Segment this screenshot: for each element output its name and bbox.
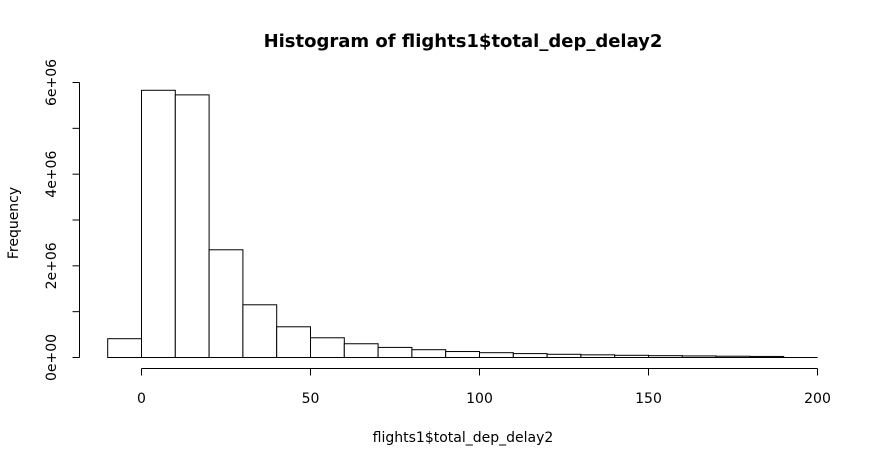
histogram-bar [276, 326, 312, 358]
histogram-bar [546, 353, 582, 358]
histogram-bar [614, 354, 650, 358]
x-tick-label: 100 [466, 391, 493, 407]
y-tick-label: 2e+06 [44, 242, 60, 289]
x-tick-label: 150 [635, 391, 662, 407]
histogram-bar [343, 343, 379, 358]
x-axis: 0 50 100 150 200 [137, 368, 831, 407]
histogram-bar [141, 89, 176, 359]
chart-title: Histogram of flights1$total_dep_delay2 [264, 31, 663, 52]
x-tick-label: 200 [804, 391, 831, 407]
y-axis: 0e+00 2e+06 4e+06 6e+06 [44, 59, 80, 381]
x-axis-label: flights1$total_dep_delay2 [373, 430, 554, 446]
bars-group [107, 89, 818, 359]
histogram-bar [479, 352, 514, 358]
histogram-bar [411, 349, 447, 359]
histogram-bar [208, 249, 244, 359]
histogram-bar [749, 355, 785, 358]
histogram-bar [107, 338, 142, 359]
histogram-bar [310, 337, 345, 358]
histogram-bar [242, 304, 278, 358]
x-tick-label: 50 [302, 391, 320, 407]
histogram-bar [174, 94, 210, 358]
histogram-bar [648, 355, 683, 358]
histogram-bar [715, 355, 751, 359]
histogram-bar [445, 351, 481, 358]
histogram-bar [681, 355, 717, 359]
y-tick-label: 6e+06 [44, 59, 60, 106]
y-tick-label: 4e+06 [44, 151, 60, 198]
histogram-bar [377, 346, 413, 358]
histogram-bar [580, 354, 616, 359]
x-tick-label: 0 [137, 391, 146, 407]
y-tick-label: 0e+00 [44, 334, 60, 381]
histogram-bar [512, 353, 548, 358]
y-axis-label: Frequency [6, 187, 22, 259]
